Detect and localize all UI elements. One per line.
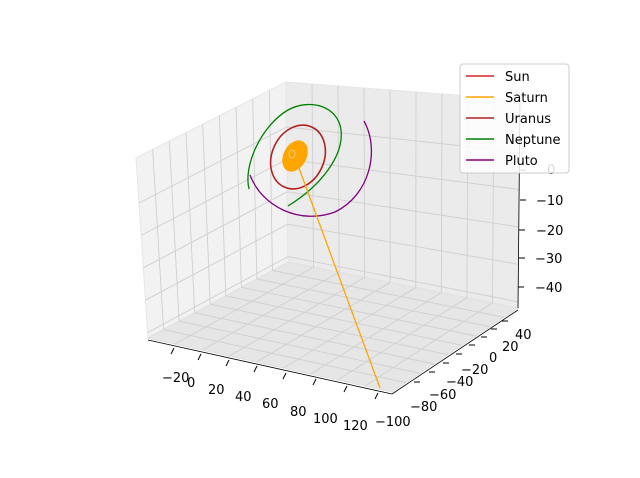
left-pane-grid-line	[252, 98, 258, 279]
floor-grid-line	[225, 295, 463, 346]
floor-grid-line	[179, 320, 421, 374]
x-axis-ticks: −20 0 20 40 60 80 100 120	[162, 347, 379, 434]
z-tick-label: −20	[536, 224, 563, 239]
right-pane-grid-line	[286, 158, 520, 190]
floor-grid-line	[241, 286, 477, 337]
x-tick-mark	[282, 372, 287, 380]
floor-grid-line	[256, 278, 491, 328]
y-tick-label: −40	[446, 375, 473, 390]
legend-label-pluto: Pluto	[505, 154, 538, 169]
grid-lines	[138, 83, 520, 387]
left-pane-grid-line	[185, 132, 196, 313]
y-tick-label: −60	[429, 388, 456, 403]
legend-label-saturn: Saturn	[505, 91, 548, 106]
floor-grid-line	[201, 271, 340, 351]
y-tick-label: 40	[515, 328, 532, 343]
y-tick-label: −20	[461, 363, 488, 378]
x-axis-line	[147, 339, 393, 395]
x-tick-mark	[343, 385, 348, 393]
left-pane-grid-line	[268, 90, 273, 271]
neptune-orbit	[247, 103, 342, 207]
floor-grid-line	[310, 292, 442, 375]
x-tick-label: 100	[313, 412, 338, 427]
x-tick-mark	[374, 392, 379, 400]
legend: Sun Saturn Uranus Neptune Pluto	[459, 63, 570, 174]
y-axis-ticks: 40 20 0 −20 −40 −60 −80 −100	[375, 320, 532, 430]
x-tick-mark	[253, 365, 258, 373]
x-tick-label: 40	[235, 390, 252, 405]
x-tick-mark	[225, 359, 230, 367]
floor-grid-line	[229, 276, 365, 357]
uranus-orbit	[269, 124, 327, 190]
z-tick-label: −10	[536, 194, 563, 209]
left-pane-grid-line	[168, 141, 180, 322]
floor-grid-line	[364, 302, 493, 387]
floor-grid-line	[256, 282, 391, 363]
x-tick-label: 20	[208, 383, 225, 398]
sun-marker	[288, 149, 296, 159]
right-pane-grid-line	[287, 223, 519, 265]
left-pane-grid-line	[147, 256, 289, 333]
saturn-trajectory	[295, 159, 381, 389]
x-tick-mark	[312, 378, 317, 386]
floor-grid-line	[272, 270, 505, 318]
x-tick-label: 60	[262, 397, 279, 412]
right-pane-grid-line	[440, 93, 443, 293]
x-tick-label: 120	[343, 419, 368, 434]
left-pane-grid-line	[140, 159, 288, 236]
left-pane-grid-line	[143, 191, 288, 269]
x-tick-label: −20	[162, 371, 189, 386]
z-tick-label: −30	[535, 252, 562, 267]
x-tick-label: 80	[290, 405, 307, 420]
left-pane-grid-line	[145, 223, 288, 301]
y-axis-line	[391, 309, 519, 395]
y-tick-label: −80	[410, 400, 437, 415]
orbit-series	[247, 103, 381, 389]
right-pane-grid-line	[311, 83, 315, 268]
x-tick-mark	[170, 347, 175, 355]
floor-grid-line	[210, 303, 449, 356]
floor-grid-line	[163, 329, 407, 384]
right-pane-grid-line	[337, 85, 340, 273]
left-pane-grid-line	[235, 107, 242, 288]
z-axis-ticks: 0 −10 −20 −30 −40	[518, 163, 563, 296]
legend-frame	[459, 63, 570, 174]
y-tick-label: −100	[375, 415, 411, 430]
z-tick-label: −40	[535, 281, 562, 296]
pluto-orbit	[249, 120, 372, 217]
legend-label-uranus: Uranus	[505, 112, 551, 127]
y-tick-label: 0	[489, 351, 497, 366]
legend-label-neptune: Neptune	[505, 133, 561, 148]
right-pane-grid-line	[287, 256, 519, 303]
floor-grid-line	[194, 312, 435, 365]
left-pane-grid-line	[202, 124, 211, 305]
x-tick-mark	[197, 353, 202, 361]
right-pane-grid-line	[287, 191, 519, 228]
left-pane-grid-line	[138, 126, 287, 204]
floor-grid-line	[174, 266, 314, 345]
left-pane-grid-line	[152, 149, 165, 330]
legend-label-sun: Sun	[505, 70, 530, 85]
left-pane-grid-line	[218, 115, 227, 296]
x-tick-label: 0	[187, 376, 195, 391]
floor-grid-line	[283, 287, 417, 369]
y-tick-label: 20	[502, 340, 519, 355]
floor-grid-line	[337, 297, 468, 381]
